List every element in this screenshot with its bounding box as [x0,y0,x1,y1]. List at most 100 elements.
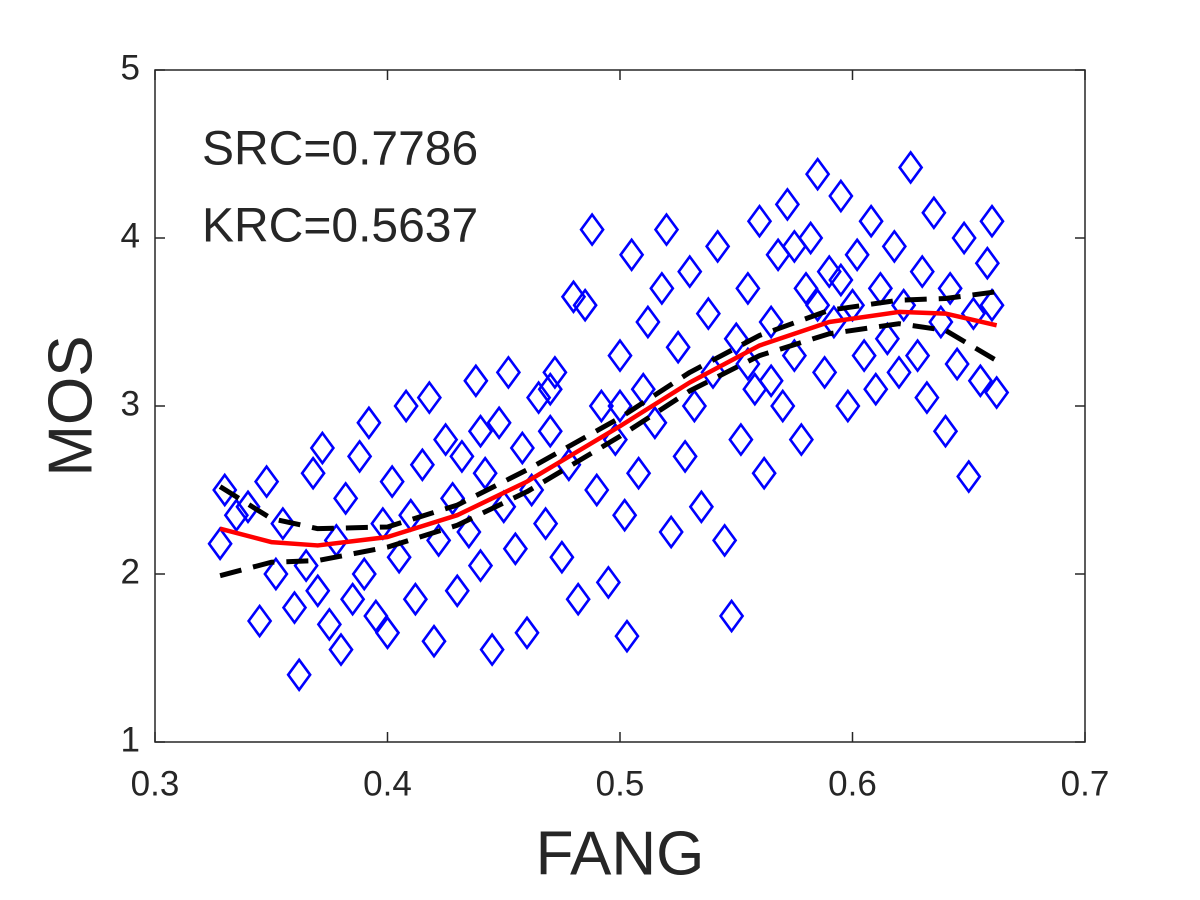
scatter-point [723,321,749,356]
scatter-point [625,456,652,491]
scatter-point [881,229,907,264]
scatter-point [805,288,831,323]
scatter-point [333,481,359,516]
scatter-point [984,375,1010,410]
scatter-point [712,523,738,558]
scatter-point [695,296,721,331]
scatter-point [309,430,336,466]
scatter-point [635,304,661,340]
scatter-point [851,338,877,373]
scatter-point [542,355,568,390]
scatter-point [532,506,559,541]
scatter-point [909,254,935,289]
scatter-point [821,304,847,340]
scatter-point [479,632,505,667]
scatter-point [579,212,605,247]
scatter-point [928,304,954,340]
scatter-point [688,489,714,524]
scatter-point [572,288,598,323]
scatter-point [751,456,777,491]
x-axis-label: FANG [536,819,705,888]
scatter-point [951,220,977,256]
scatter-point [495,355,522,390]
scatter-point [835,388,861,424]
x-tick-label: 0.3 [131,764,180,803]
scatter-point [340,582,366,617]
scatter-point [979,204,1005,239]
scatter-point [595,565,621,600]
scatter-point [491,489,517,524]
scatter-point [607,388,633,424]
scatter-point [421,624,447,659]
scatter-point [502,531,528,566]
scatter-point [619,237,645,272]
x-tick-label: 0.5 [596,764,645,803]
y-tick-label: 5 [121,48,140,87]
scatter-point [770,388,796,424]
scatter-point [316,607,342,642]
scatter-point [828,262,854,298]
scatter-point [974,246,1000,281]
scatter-point [286,657,312,692]
scatter-point [937,271,963,306]
scatter-point [904,338,931,373]
scatter-point [979,288,1005,323]
scatter-point [379,464,405,499]
scatter-point [456,514,482,550]
scatter-point [537,372,563,407]
scatter-point [346,439,373,474]
scatter-point [967,363,993,398]
scatter-point [467,414,494,449]
scatter-point [207,526,233,561]
scatter-point [263,556,289,592]
scatter-point [328,632,354,667]
y-tick-label: 3 [121,384,140,423]
scatter-point [386,540,412,575]
scatter-point [467,548,494,583]
scatter-point [614,618,640,654]
y-axis-label: MOS [36,335,105,476]
y-tick-label: 1 [121,720,140,759]
scatter-point [828,178,854,214]
scatter-point [433,422,459,457]
scatter-point [649,271,675,306]
scatter-point [793,271,819,306]
x-tick-label: 0.4 [363,764,412,803]
confidence-bound [219,321,998,579]
scatter-point [565,582,591,617]
scatter-point [681,388,708,424]
scatter-point [781,338,807,373]
y-tick-label: 2 [121,552,140,591]
scatter-point [588,388,615,424]
x-tick-label: 0.6 [828,764,877,803]
scatter-point [960,296,987,331]
scatter-point [886,355,912,390]
scatter-point [758,304,784,340]
scatter-point [472,456,498,491]
scatter-point [921,195,947,230]
scatter-point [944,346,970,382]
scatter-point [356,405,382,440]
scatter-point [746,204,773,239]
scatter-point [914,380,940,415]
annotation: SRC=0.7786 [202,123,478,176]
scatter-point [449,439,475,474]
scatter-point [270,506,296,541]
scatter-point [235,489,261,524]
scatter-point [781,229,807,264]
scatter-point [537,414,563,449]
scatter-point [549,540,575,575]
scatter-point [247,603,273,639]
scatter-point [607,338,633,373]
scatter-point [402,582,429,617]
scatter-point [439,481,466,516]
scatter-point [514,615,540,650]
scatter-point [788,422,814,457]
scatter-point [863,372,889,407]
scatter-point [844,237,870,272]
scatter-point [653,212,680,247]
scatter-point [223,498,249,533]
scatter-point [363,598,389,634]
